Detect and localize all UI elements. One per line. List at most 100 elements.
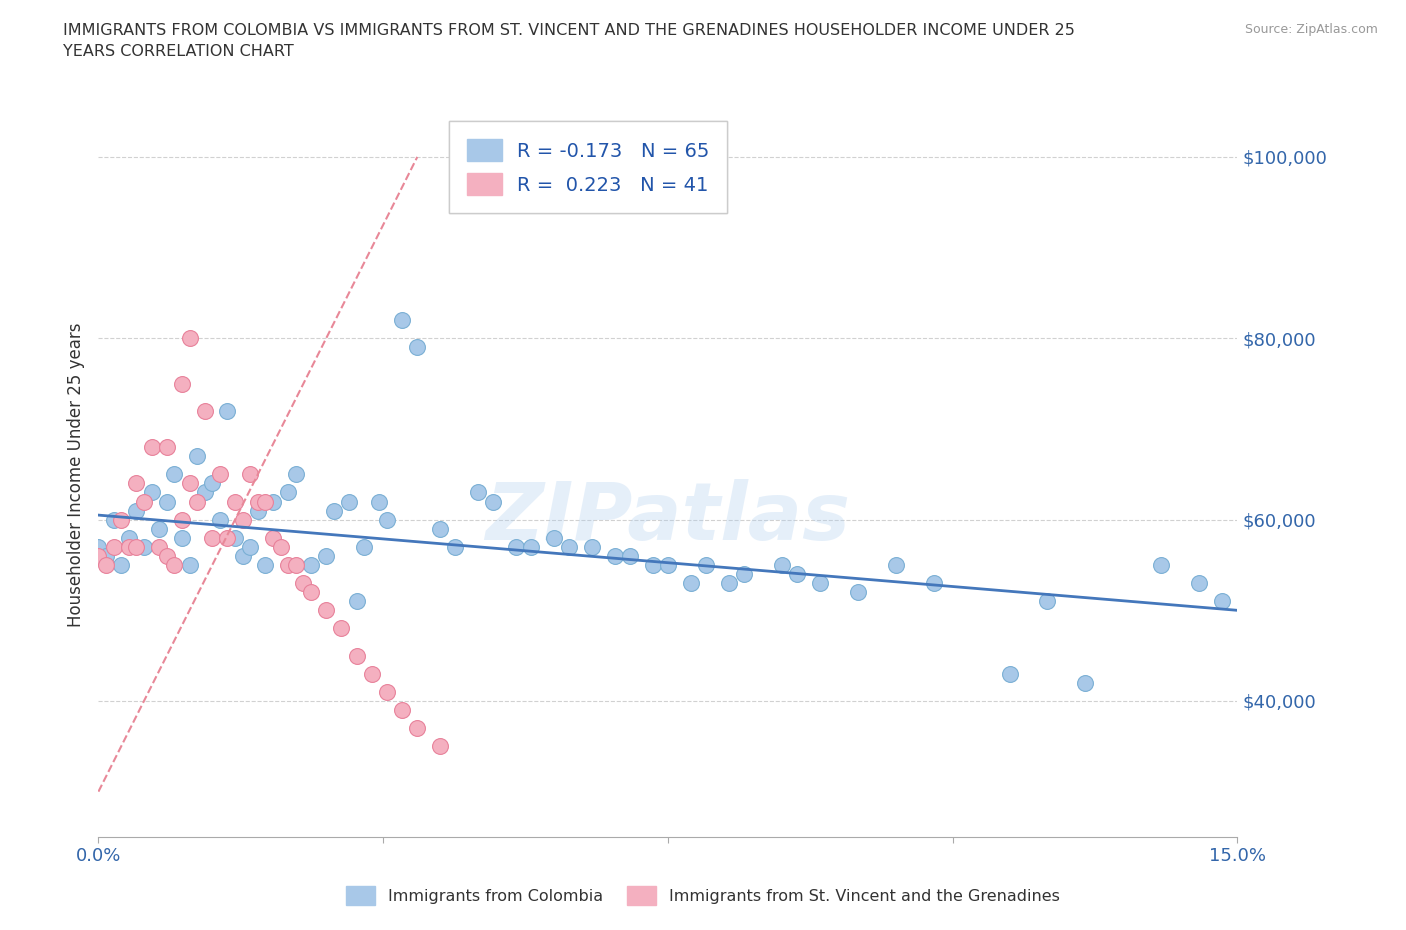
Point	[277, 558, 299, 573]
Point	[179, 331, 201, 346]
Point	[346, 594, 368, 609]
Point	[239, 467, 262, 482]
Point	[87, 539, 110, 554]
Point	[444, 539, 467, 554]
Point	[262, 530, 284, 545]
Point	[179, 476, 201, 491]
Point	[232, 549, 254, 564]
Text: Source: ZipAtlas.com: Source: ZipAtlas.com	[1244, 23, 1378, 36]
Point	[254, 494, 277, 509]
Point	[360, 667, 382, 682]
Point	[125, 503, 148, 518]
Point	[156, 440, 179, 455]
Point	[353, 539, 375, 554]
Point	[346, 648, 368, 663]
Point	[375, 512, 398, 527]
Point	[94, 558, 117, 573]
Point	[246, 494, 269, 509]
Legend: Immigrants from Colombia, Immigrants from St. Vincent and the Grenadines: Immigrants from Colombia, Immigrants fro…	[339, 878, 1067, 912]
Point	[277, 485, 299, 500]
Point	[1211, 594, 1233, 609]
Point	[201, 530, 224, 545]
Point	[695, 558, 717, 573]
Point	[505, 539, 527, 554]
Point	[156, 549, 179, 564]
Point	[322, 503, 344, 518]
Point	[482, 494, 505, 509]
Point	[103, 512, 125, 527]
Point	[217, 530, 239, 545]
Point	[406, 721, 429, 736]
Point	[733, 566, 755, 581]
Point	[998, 667, 1021, 682]
Point	[141, 440, 163, 455]
Point	[208, 512, 231, 527]
Point	[1188, 576, 1211, 591]
Point	[110, 558, 132, 573]
Point	[619, 549, 641, 564]
Point	[148, 539, 170, 554]
Point	[170, 512, 193, 527]
Point	[467, 485, 489, 500]
Point	[391, 312, 413, 327]
Text: ZIPatlas: ZIPatlas	[485, 479, 851, 557]
Point	[179, 558, 201, 573]
Point	[118, 530, 141, 545]
Point	[603, 549, 626, 564]
Point	[94, 549, 117, 564]
Point	[581, 539, 603, 554]
Point	[657, 558, 679, 573]
Point	[201, 476, 224, 491]
Point	[125, 539, 148, 554]
Point	[246, 503, 269, 518]
Point	[103, 539, 125, 554]
Point	[315, 549, 337, 564]
Point	[1036, 594, 1059, 609]
Point	[429, 521, 451, 536]
Point	[786, 566, 808, 581]
Point	[284, 558, 307, 573]
Point	[224, 530, 246, 545]
Point	[679, 576, 702, 591]
Point	[163, 467, 186, 482]
Point	[217, 404, 239, 418]
Point	[520, 539, 543, 554]
Point	[125, 476, 148, 491]
Point	[239, 539, 262, 554]
Legend: R = -0.173   N = 65, R =  0.223   N = 41: R = -0.173 N = 65, R = 0.223 N = 41	[449, 121, 727, 213]
Point	[262, 494, 284, 509]
Point	[232, 512, 254, 527]
Point	[558, 539, 581, 554]
Point	[770, 558, 793, 573]
Point	[368, 494, 391, 509]
Point	[299, 585, 322, 600]
Point	[224, 494, 246, 509]
Point	[330, 621, 353, 636]
Point	[284, 467, 307, 482]
Point	[1074, 675, 1097, 690]
Point	[717, 576, 740, 591]
Point	[315, 603, 337, 618]
Point	[391, 703, 413, 718]
Point	[87, 549, 110, 564]
Point	[884, 558, 907, 573]
Point	[186, 494, 208, 509]
Point	[1150, 558, 1173, 573]
Point	[163, 558, 186, 573]
Text: IMMIGRANTS FROM COLOMBIA VS IMMIGRANTS FROM ST. VINCENT AND THE GRENADINES HOUSE: IMMIGRANTS FROM COLOMBIA VS IMMIGRANTS F…	[63, 23, 1076, 60]
Point	[148, 521, 170, 536]
Point	[543, 530, 565, 545]
Y-axis label: Householder Income Under 25 years: Householder Income Under 25 years	[66, 322, 84, 627]
Point	[110, 512, 132, 527]
Point	[375, 684, 398, 699]
Point	[194, 485, 217, 500]
Point	[118, 539, 141, 554]
Point	[846, 585, 869, 600]
Point	[292, 576, 315, 591]
Point	[922, 576, 945, 591]
Point	[194, 404, 217, 418]
Point	[132, 539, 155, 554]
Point	[406, 340, 429, 355]
Point	[270, 539, 292, 554]
Point	[337, 494, 360, 509]
